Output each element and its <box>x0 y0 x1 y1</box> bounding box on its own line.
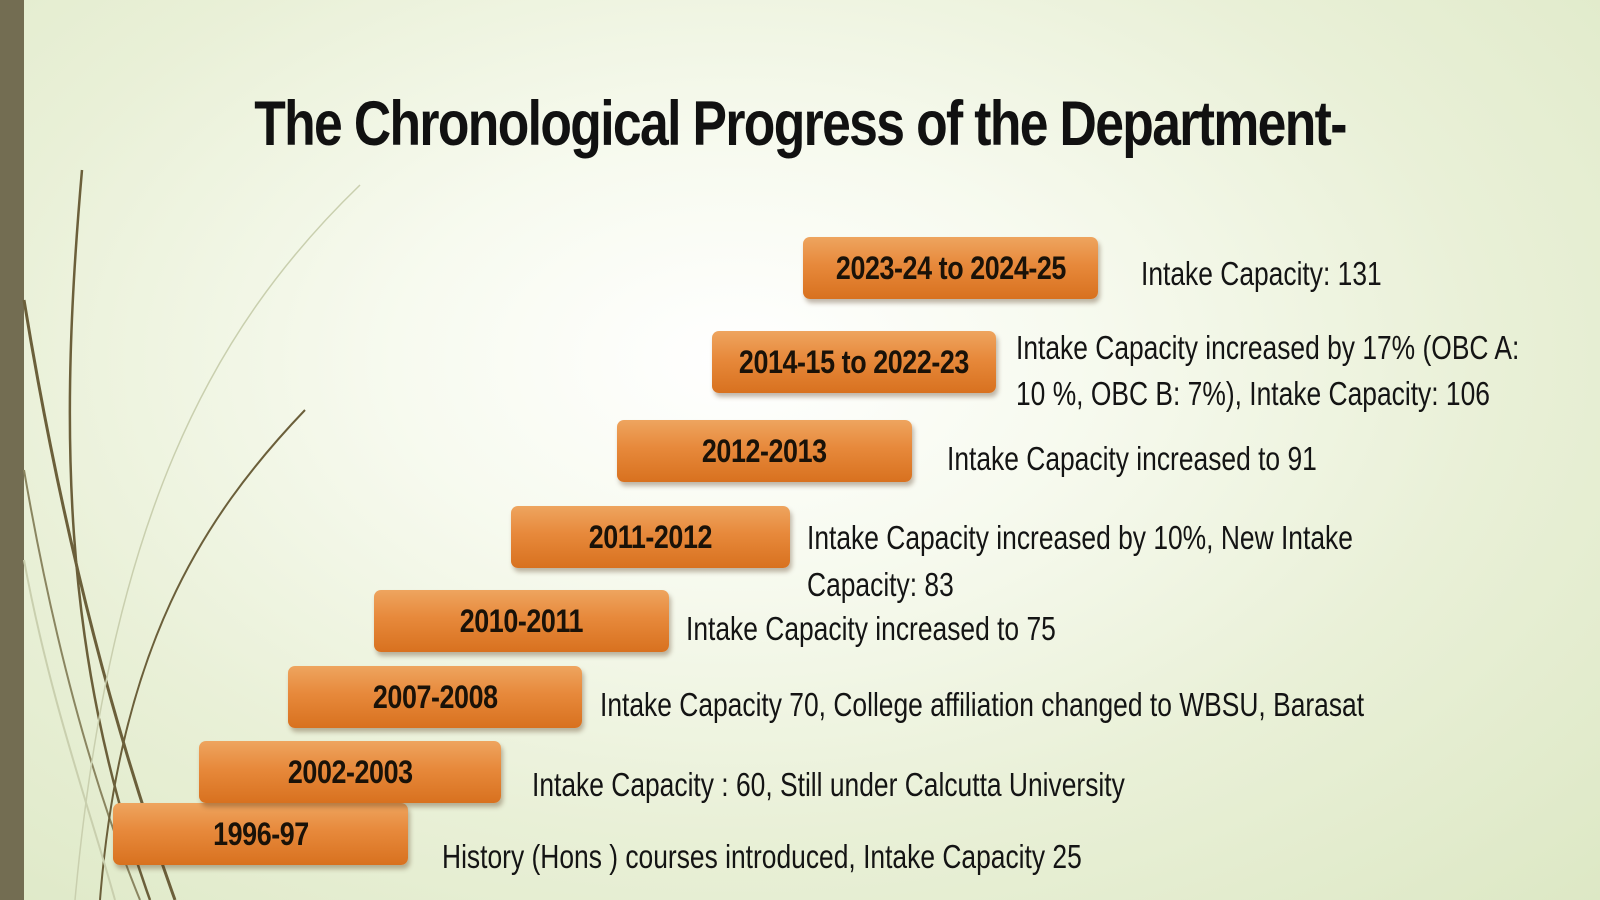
timeline-step-2014-15-to-2022-23: 2014-15 to 2022-23 <box>712 331 996 393</box>
step-description: Intake Capacity : 60, Still under Calcut… <box>532 766 1125 803</box>
step-description: Intake Capacity increased to 75 <box>686 610 1056 647</box>
step-period-label: 1996-97 <box>212 815 309 852</box>
timeline-step-2011-2012: 2011-2012 <box>511 506 790 568</box>
step-description: History (Hons ) courses introduced, Inta… <box>442 838 1082 875</box>
timeline-step-2023-24-to-2024-25: 2023-24 to 2024-25 <box>803 237 1098 299</box>
step-description: Intake Capacity: 131 <box>1141 255 1382 292</box>
step-description-line2: Capacity: 83 <box>807 566 954 603</box>
timeline-step-1996-97: 1996-97 <box>113 803 408 865</box>
step-period-label: 2002-2003 <box>287 753 413 790</box>
page-title: The Chronological Progress of the Depart… <box>254 89 1347 159</box>
timeline-step-2010-2011: 2010-2011 <box>374 590 669 652</box>
step-period-label: 2012-2013 <box>702 432 827 469</box>
step-description: Intake Capacity increased to 91 <box>947 440 1317 477</box>
step-description-line1: Intake Capacity increased by 10%, New In… <box>807 519 1353 556</box>
timeline-step-2002-2003: 2002-2003 <box>199 741 501 803</box>
timeline-step-2007-2008: 2007-2008 <box>288 666 582 728</box>
step-period-label: 2010-2011 <box>459 602 584 639</box>
step-description-line2: 10 %, OBC B: 7%), Intake Capacity: 106 <box>1016 375 1490 412</box>
decorative-swoosh-lines <box>22 169 361 900</box>
step-period-label: 2007-2008 <box>372 678 498 715</box>
step-period-label: 2014-15 to 2022-23 <box>738 343 970 380</box>
timeline-step-2012-2013: 2012-2013 <box>617 420 912 482</box>
left-accent-bar <box>0 0 24 900</box>
step-period-label: 2011-2012 <box>588 518 713 555</box>
step-description: Intake Capacity 70, College affiliation … <box>600 686 1365 723</box>
step-description-line1: Intake Capacity increased by 17% (OBC A: <box>1016 329 1520 366</box>
step-period-label: 2023-24 to 2024-25 <box>835 249 1066 286</box>
